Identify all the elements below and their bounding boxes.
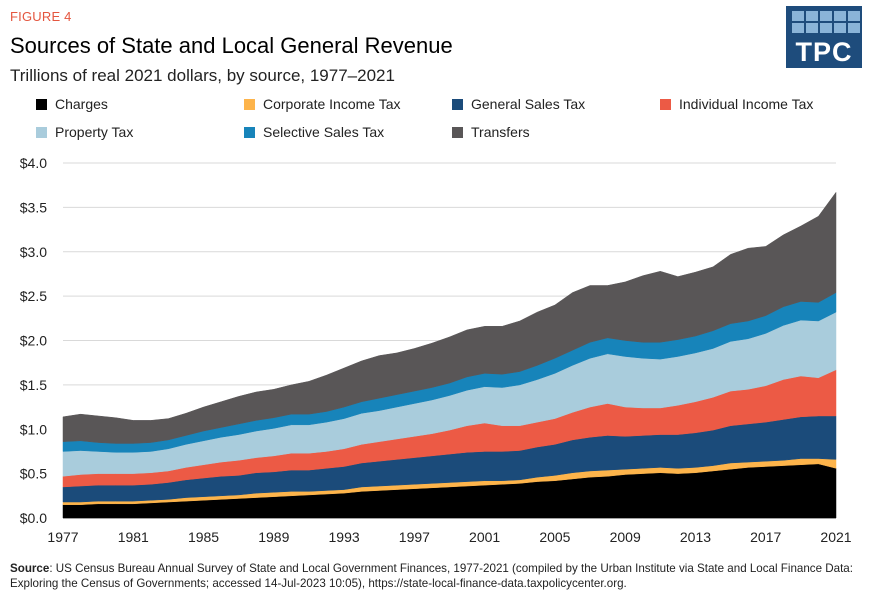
y-tick-label: $3.0 <box>20 244 47 260</box>
x-tick-label: 1997 <box>399 529 430 545</box>
legend-swatch <box>452 126 463 138</box>
tpc-logo: TPC <box>786 6 862 68</box>
legend-item-transfers: Transfers <box>452 124 530 140</box>
x-tick-label: 2005 <box>539 529 570 545</box>
source-label: Source <box>10 562 50 575</box>
x-tick-label: 2001 <box>469 529 500 545</box>
chart-subtitle: Trillions of real 2021 dollars, by sourc… <box>10 66 395 85</box>
x-tick-label: 1993 <box>329 529 360 545</box>
legend-swatch <box>660 98 671 110</box>
legend-label: Selective Sales Tax <box>263 124 385 140</box>
x-tick-label: 2013 <box>680 529 711 545</box>
legend-item-general-sales-tax: General Sales Tax <box>452 96 585 112</box>
logo-grid-icon <box>792 11 860 33</box>
y-tick-label: $2.5 <box>20 288 47 304</box>
y-tick-label: $3.5 <box>20 199 47 215</box>
y-tick-label: $4.0 <box>20 155 47 171</box>
x-tick-label: 2021 <box>820 529 851 545</box>
x-tick-label: 1985 <box>188 529 219 545</box>
logo-text: TPC <box>795 37 853 67</box>
area-transfers <box>62 191 837 444</box>
legend-item-charges: Charges <box>36 96 108 112</box>
legend-swatch <box>36 126 47 138</box>
legend-swatch <box>36 98 47 110</box>
stacked-area-chart: $0.0 $0.5 $1.0 $1.5 $2.0 $2.5 $3.0 $3.5 $4.0 1977… <box>20 155 852 545</box>
source-text: : US Census Bureau Annual Survey of Stat… <box>10 562 853 590</box>
y-tick-label: $1.0 <box>20 421 47 437</box>
legend-label: General Sales Tax <box>471 96 586 112</box>
source-note: Source: US Census Bureau Annual Survey o… <box>10 561 865 591</box>
legend-label: Property Tax <box>55 124 134 140</box>
legend-label: Charges <box>55 96 108 112</box>
x-tick-label: 2009 <box>610 529 641 545</box>
x-tick-label: 1989 <box>258 529 289 545</box>
legend-swatch <box>244 98 255 110</box>
chart-legend: Charges Corporate Income Tax General Sales… <box>36 96 856 148</box>
y-tick-label: $2.0 <box>20 333 47 349</box>
y-tick-label: $0.0 <box>20 510 47 526</box>
figure-label: FIGURE 4 <box>10 9 72 24</box>
x-tick-label: 1977 <box>47 529 78 545</box>
x-tick-label: 2017 <box>750 529 781 545</box>
legend-label: Transfers <box>471 124 530 140</box>
y-tick-label: $1.5 <box>20 377 47 393</box>
legend-item-selective-sales-tax: Selective Sales Tax <box>244 124 384 140</box>
legend-label: Individual Income Tax <box>679 96 814 112</box>
legend-swatch <box>244 126 255 138</box>
y-tick-label: $0.5 <box>20 466 47 482</box>
legend-swatch <box>452 98 463 110</box>
legend-item-individual-income-tax: Individual Income Tax <box>660 96 813 112</box>
x-tick-label: 1981 <box>118 529 149 545</box>
chart-title: Sources of State and Local General Reven… <box>10 33 453 58</box>
legend-item-property-tax: Property Tax <box>36 124 133 140</box>
legend-item-corporate-income-tax: Corporate Income Tax <box>244 96 400 112</box>
legend-label: Corporate Income Tax <box>263 96 401 112</box>
